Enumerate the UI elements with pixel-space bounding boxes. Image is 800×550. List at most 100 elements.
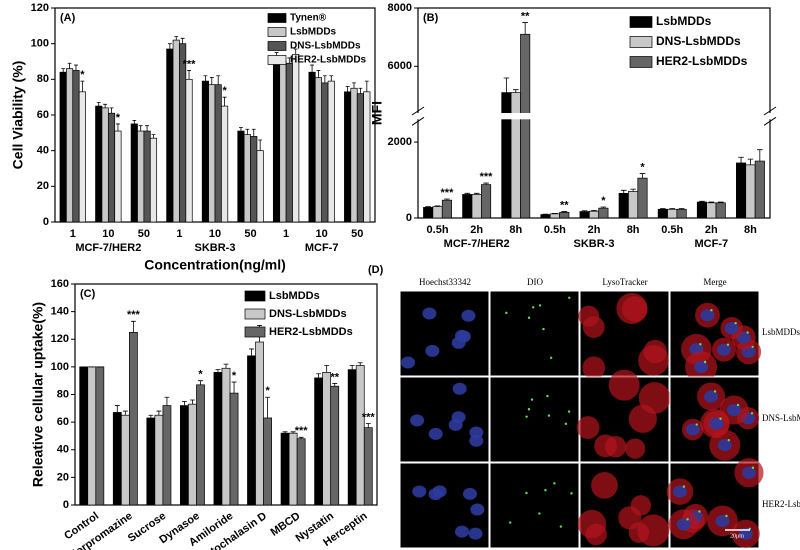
cell-decoration [448, 418, 463, 431]
cell-decoration [750, 412, 754, 415]
cell-decoration [549, 356, 553, 359]
bar [120, 414, 130, 506]
cell-decoration [401, 356, 416, 369]
cell-decoration [546, 394, 549, 398]
cell-decoration [525, 415, 528, 418]
error-bar [116, 123, 120, 132]
x-tick-label: 50 [244, 228, 256, 240]
error-bar [130, 320, 136, 333]
bar [549, 213, 560, 219]
bar [256, 150, 264, 223]
cell-decoration [531, 306, 535, 309]
bar [327, 80, 335, 223]
bar [95, 366, 105, 506]
cell-decoration [422, 307, 437, 320]
cell-decoration [469, 426, 484, 439]
error-bar [287, 57, 292, 64]
bar [314, 77, 323, 223]
x-axis-label: Concentration(ng/ml) [144, 257, 286, 273]
cell-decoration [505, 311, 508, 315]
significance-label: * [232, 370, 237, 382]
bar [107, 112, 116, 223]
y-tick-label: 100 [31, 38, 49, 50]
error-bar [174, 36, 179, 41]
axis-break-mark [411, 106, 425, 126]
error-bar [717, 201, 724, 203]
cell-decoration [567, 410, 571, 413]
cell-decoration [410, 414, 425, 427]
y-tick-label: 20 [57, 471, 69, 483]
cell-decoration [425, 344, 440, 357]
y-tick-label: 0 [63, 499, 69, 511]
group-label: MCF-7 [695, 238, 729, 250]
legend-label: HER2-LsbMDDs [269, 326, 353, 338]
legend-swatch [244, 308, 266, 320]
error-bar [324, 365, 330, 373]
bar [180, 405, 189, 506]
x-tick-label: 0.5h [661, 224, 683, 236]
error-bar [156, 410, 162, 416]
error-bar [444, 198, 450, 201]
cell-decoration [428, 427, 443, 440]
error-bar [522, 22, 528, 35]
legend-swatch [244, 290, 266, 302]
error-bar [708, 201, 715, 203]
cell-decoration [676, 518, 691, 531]
bar [559, 211, 570, 219]
bar [363, 427, 373, 506]
cell-decoration [608, 369, 640, 401]
legend-swatch [267, 41, 287, 51]
bar [214, 84, 222, 223]
significance-label: * [265, 385, 270, 397]
error-bar [251, 128, 256, 137]
error-bar [167, 43, 172, 50]
bar [676, 208, 687, 219]
y-tick-label: 6000 [388, 60, 412, 72]
error-bar [80, 80, 85, 92]
error-bar [747, 158, 754, 165]
error-bar [581, 210, 588, 212]
x-tick-label: 50 [351, 228, 363, 240]
error-bar [245, 128, 250, 135]
x-tick-label: 2h [588, 224, 601, 236]
cell-decoration [462, 487, 477, 500]
bar [288, 432, 298, 506]
legend-label: HER2-LsbMDDs [656, 54, 748, 68]
legend-swatch [267, 27, 287, 37]
bar [322, 372, 332, 506]
legend-swatch [267, 55, 287, 65]
bar [423, 207, 434, 219]
error-bar [483, 182, 489, 185]
error-bar [620, 189, 627, 194]
bar [637, 177, 648, 219]
group-label: SKBR-3 [195, 242, 236, 254]
y-tick-label: 80 [57, 388, 69, 400]
y-tick-label: 120 [51, 333, 69, 345]
significance-label: * [640, 161, 645, 173]
bar [598, 207, 609, 219]
cell-decoration [727, 404, 742, 417]
error-bar [352, 82, 356, 89]
y-tick-label: 8000 [388, 2, 412, 14]
bar [179, 43, 187, 223]
legend-swatch [244, 326, 266, 338]
bar [185, 78, 193, 223]
bar [221, 367, 231, 506]
error-bar [316, 373, 322, 378]
error-bar [180, 37, 185, 44]
legend-label: DNS-LsbMDDs [269, 308, 347, 320]
cell-decoration [727, 438, 730, 442]
bar [114, 130, 122, 223]
bar [149, 137, 158, 223]
panel-label: (A) [60, 12, 76, 24]
column-title: DIO [527, 277, 543, 287]
error-bar [329, 75, 334, 82]
x-tick-label: 2h [705, 224, 718, 236]
significance-label: * [198, 369, 203, 381]
cell-decoration [527, 316, 531, 319]
bar [344, 91, 352, 223]
x-tick-label: 10 [316, 228, 328, 240]
bar [66, 68, 74, 223]
panel-label: (D) [368, 264, 384, 276]
error-bar [310, 64, 314, 73]
